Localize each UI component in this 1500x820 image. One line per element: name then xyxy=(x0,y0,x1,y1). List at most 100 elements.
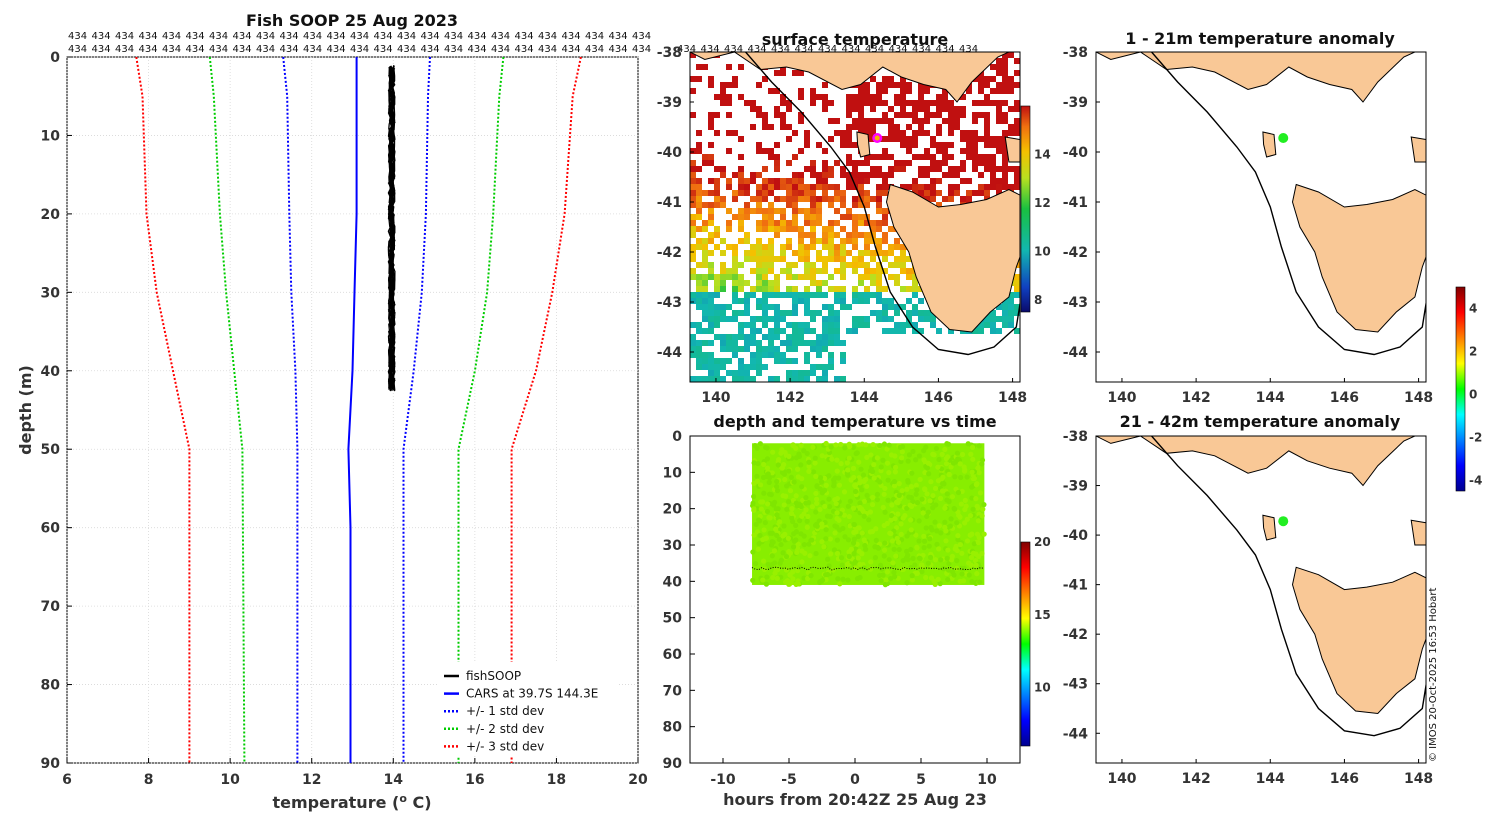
profile-top-label: 434 xyxy=(421,44,440,55)
sst-cell xyxy=(690,178,696,184)
depth-time-sample xyxy=(834,550,841,557)
sst-cell xyxy=(906,100,912,106)
sst-cell xyxy=(972,328,978,334)
sst-cell xyxy=(1014,130,1020,136)
sst-cell xyxy=(768,238,774,244)
sst-cell xyxy=(1002,82,1008,88)
sst-cell xyxy=(1014,280,1020,286)
sst-cell xyxy=(924,184,930,190)
sst-cell xyxy=(840,244,846,250)
depth-time-sample xyxy=(832,530,838,536)
sst-cell xyxy=(714,232,720,238)
depth-time-sample xyxy=(775,462,781,468)
depth-time-sample xyxy=(868,452,874,458)
map-xtick-label: 140 xyxy=(701,390,730,406)
sst-cell xyxy=(702,316,708,322)
sst-cell xyxy=(762,256,768,262)
depth-time-sample xyxy=(764,508,771,515)
sst-cell xyxy=(708,262,714,268)
flinders-island xyxy=(1410,519,1426,546)
sst-cell xyxy=(840,274,846,280)
legend-label: fishSOOP xyxy=(466,669,521,683)
depth-time-sample xyxy=(805,500,812,506)
sst-cell xyxy=(750,340,756,346)
depth-time-sample xyxy=(812,460,818,466)
sst-cell xyxy=(864,196,870,202)
sst-cell xyxy=(858,106,864,112)
depth-time-sample xyxy=(812,455,818,461)
depth-time-sample xyxy=(805,513,811,520)
sst-cell xyxy=(810,232,816,238)
sst-cell xyxy=(870,166,876,172)
sst-cell xyxy=(822,184,828,190)
sst-cell xyxy=(726,82,732,88)
sst-cell xyxy=(738,226,744,232)
sst-cell xyxy=(870,310,876,316)
sst-cell xyxy=(1014,304,1020,310)
depth-time-sample xyxy=(846,553,852,559)
sst-cell xyxy=(774,226,780,232)
sst-cell xyxy=(738,346,744,352)
sst-cell xyxy=(924,130,930,136)
depth-time-sample xyxy=(755,460,761,467)
sst-cell xyxy=(888,250,894,256)
sst-cell xyxy=(912,286,918,292)
sst-cell xyxy=(786,106,792,112)
depth-time-sample xyxy=(921,545,927,551)
sst-cell xyxy=(696,148,702,154)
sst-cell xyxy=(690,220,696,226)
depth-time-sample xyxy=(788,510,795,517)
sst-cell xyxy=(786,334,792,340)
depth-time-sample xyxy=(872,555,879,561)
sst-cell xyxy=(822,280,828,286)
sst-cell xyxy=(720,376,726,382)
sst-cell xyxy=(882,148,888,154)
sst-cell xyxy=(852,160,858,166)
sst-cell xyxy=(996,112,1002,118)
sst-cell xyxy=(690,172,696,178)
sst-cell xyxy=(864,250,870,256)
depth-time-sample xyxy=(922,486,928,492)
map-xtick-label: 140 xyxy=(1107,771,1136,787)
depth-time-sample xyxy=(751,460,757,466)
depth-time-sample xyxy=(907,502,913,508)
sst-cell xyxy=(894,124,900,130)
depth-time-sample xyxy=(851,536,857,542)
depth-time-sample xyxy=(776,456,782,463)
sst-cell xyxy=(1008,316,1014,322)
depth-time-sample xyxy=(912,562,918,568)
sst-cell xyxy=(702,190,708,196)
sst-cell xyxy=(750,352,756,358)
sst-cell xyxy=(846,160,852,166)
depth-time-sample xyxy=(803,495,809,501)
depth-time-sample xyxy=(952,546,958,552)
depth-time-sample xyxy=(828,444,834,450)
sst-cell xyxy=(978,76,984,82)
sst-cell xyxy=(864,274,870,280)
sst-cell xyxy=(822,346,828,352)
depth-time-sample xyxy=(848,477,854,483)
depth-time-sample xyxy=(927,498,933,504)
depth-time-sample xyxy=(882,485,888,492)
profile-xlabel: temperature (o C) xyxy=(272,792,431,812)
depth-time-sample xyxy=(845,503,851,509)
sst-cell xyxy=(924,100,930,106)
sst-cell xyxy=(696,142,702,148)
profile-top-label: 434 xyxy=(538,44,557,55)
sst-cell xyxy=(1002,298,1008,304)
sst-cell xyxy=(966,196,972,202)
sst-cell xyxy=(840,166,846,172)
sst-cell xyxy=(792,328,798,334)
sst-cell xyxy=(948,166,954,172)
depth-time-sample xyxy=(980,506,986,512)
sst-cell xyxy=(894,274,900,280)
sst-cell xyxy=(750,292,756,298)
sst-cell xyxy=(900,136,906,142)
sst-cell xyxy=(984,142,990,148)
profile-xtick-label: 20 xyxy=(628,772,648,788)
sst-cell xyxy=(816,178,822,184)
sst-cell xyxy=(900,286,906,292)
profile-series-line-mirror xyxy=(402,57,431,763)
sst-cell xyxy=(762,244,768,250)
